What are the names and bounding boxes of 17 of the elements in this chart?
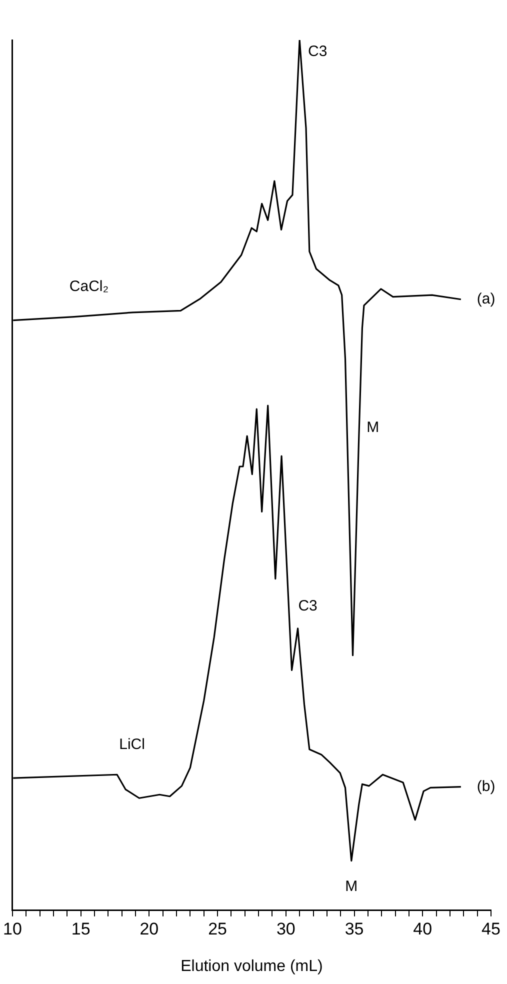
- x-tick-label: 35: [344, 919, 364, 938]
- x-tick-label: 40: [413, 919, 432, 938]
- annotation: (a): [476, 290, 496, 308]
- x-tick-label: 30: [276, 919, 296, 938]
- annotation: M: [366, 419, 380, 436]
- annotation: C3: [298, 598, 318, 615]
- x-tick-label: 45: [482, 919, 500, 938]
- annotation: C3: [308, 43, 328, 60]
- x-axis-title: Elution volume (mL): [180, 958, 323, 975]
- x-tick-label: 15: [71, 919, 90, 938]
- annotation: M: [345, 878, 358, 895]
- x-tick-label: 20: [140, 919, 159, 938]
- x-tick-label: 25: [208, 919, 228, 938]
- series-label: LiCl: [119, 736, 145, 753]
- series-label: CaCl₂: [69, 278, 109, 295]
- annotation: (b): [476, 778, 496, 795]
- x-tick-label: 10: [2, 919, 22, 938]
